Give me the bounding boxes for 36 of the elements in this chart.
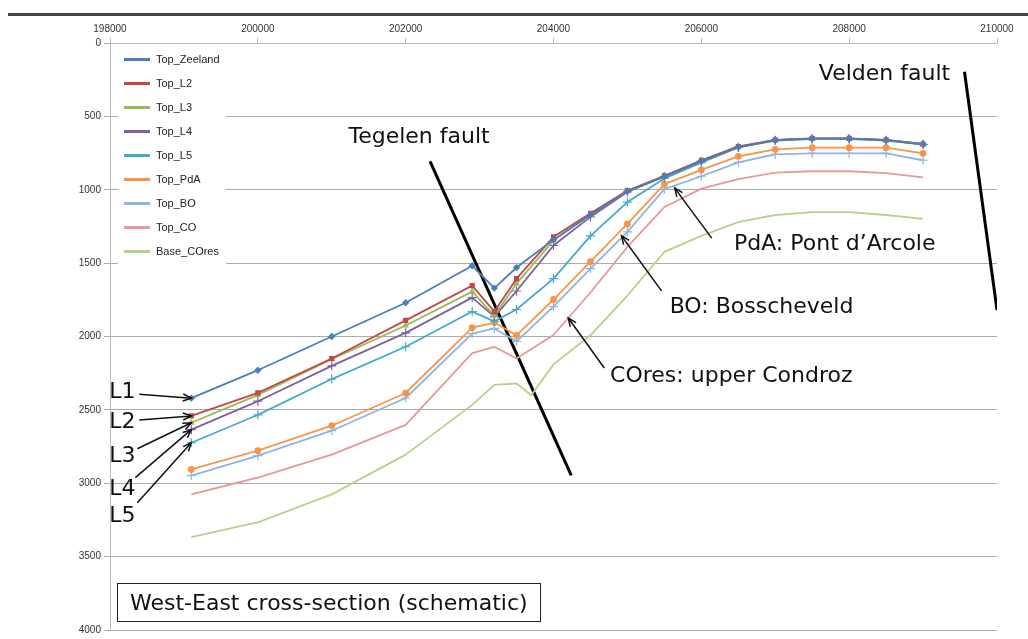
legend-label: Top_Zeeland <box>156 52 220 67</box>
y-tick-label: 4000 <box>78 623 102 635</box>
legend-label: Base_COres <box>156 244 219 259</box>
annotation: L5 <box>109 502 136 528</box>
annotation: L1 <box>109 377 136 403</box>
text: West-East cross-section (schematic) <box>117 583 541 622</box>
y-tick-label: 2000 <box>78 330 102 342</box>
x-tick-label: 204000 <box>536 22 571 34</box>
legend-label: Top_L5 <box>156 148 193 163</box>
annotation: BO: Bosscheveld <box>669 292 854 318</box>
y-tick-label: 0 <box>95 36 102 48</box>
legend-label: Top_BO <box>156 196 196 211</box>
legend-label: Top_L3 <box>156 100 193 115</box>
y-tick-label: 1500 <box>78 256 102 268</box>
x-tick-label: 206000 <box>684 22 719 34</box>
y-tick-label: 3500 <box>78 550 102 562</box>
y-tick-label: 1000 <box>78 183 102 195</box>
annotation: COres: upper Condroz <box>610 361 853 387</box>
y-tick-label: 500 <box>84 110 102 122</box>
annotation: L2 <box>109 407 136 433</box>
y-tick-label: 2500 <box>78 403 102 415</box>
legend-label: Top_CO <box>156 220 197 235</box>
legend-label: Top_L2 <box>156 76 193 91</box>
annotation: Velden fault <box>818 60 951 86</box>
legend-label: Top_L4 <box>156 124 193 139</box>
x-tick-label: 200000 <box>241 22 275 34</box>
annotation: L4 <box>109 475 136 501</box>
x-tick-label: 210000 <box>980 22 1015 34</box>
x-tick-label: 198000 <box>93 22 128 34</box>
legend-label: Top_PdA <box>156 172 201 187</box>
x-tick-label: 202000 <box>388 22 423 34</box>
y-tick-label: 3000 <box>78 477 102 488</box>
annotation: L3 <box>109 441 136 467</box>
x-tick-label: 208000 <box>832 22 867 34</box>
annotation: Tegelen fault <box>347 123 491 148</box>
annotation: PdA: Pont d’Arcole <box>733 229 936 255</box>
